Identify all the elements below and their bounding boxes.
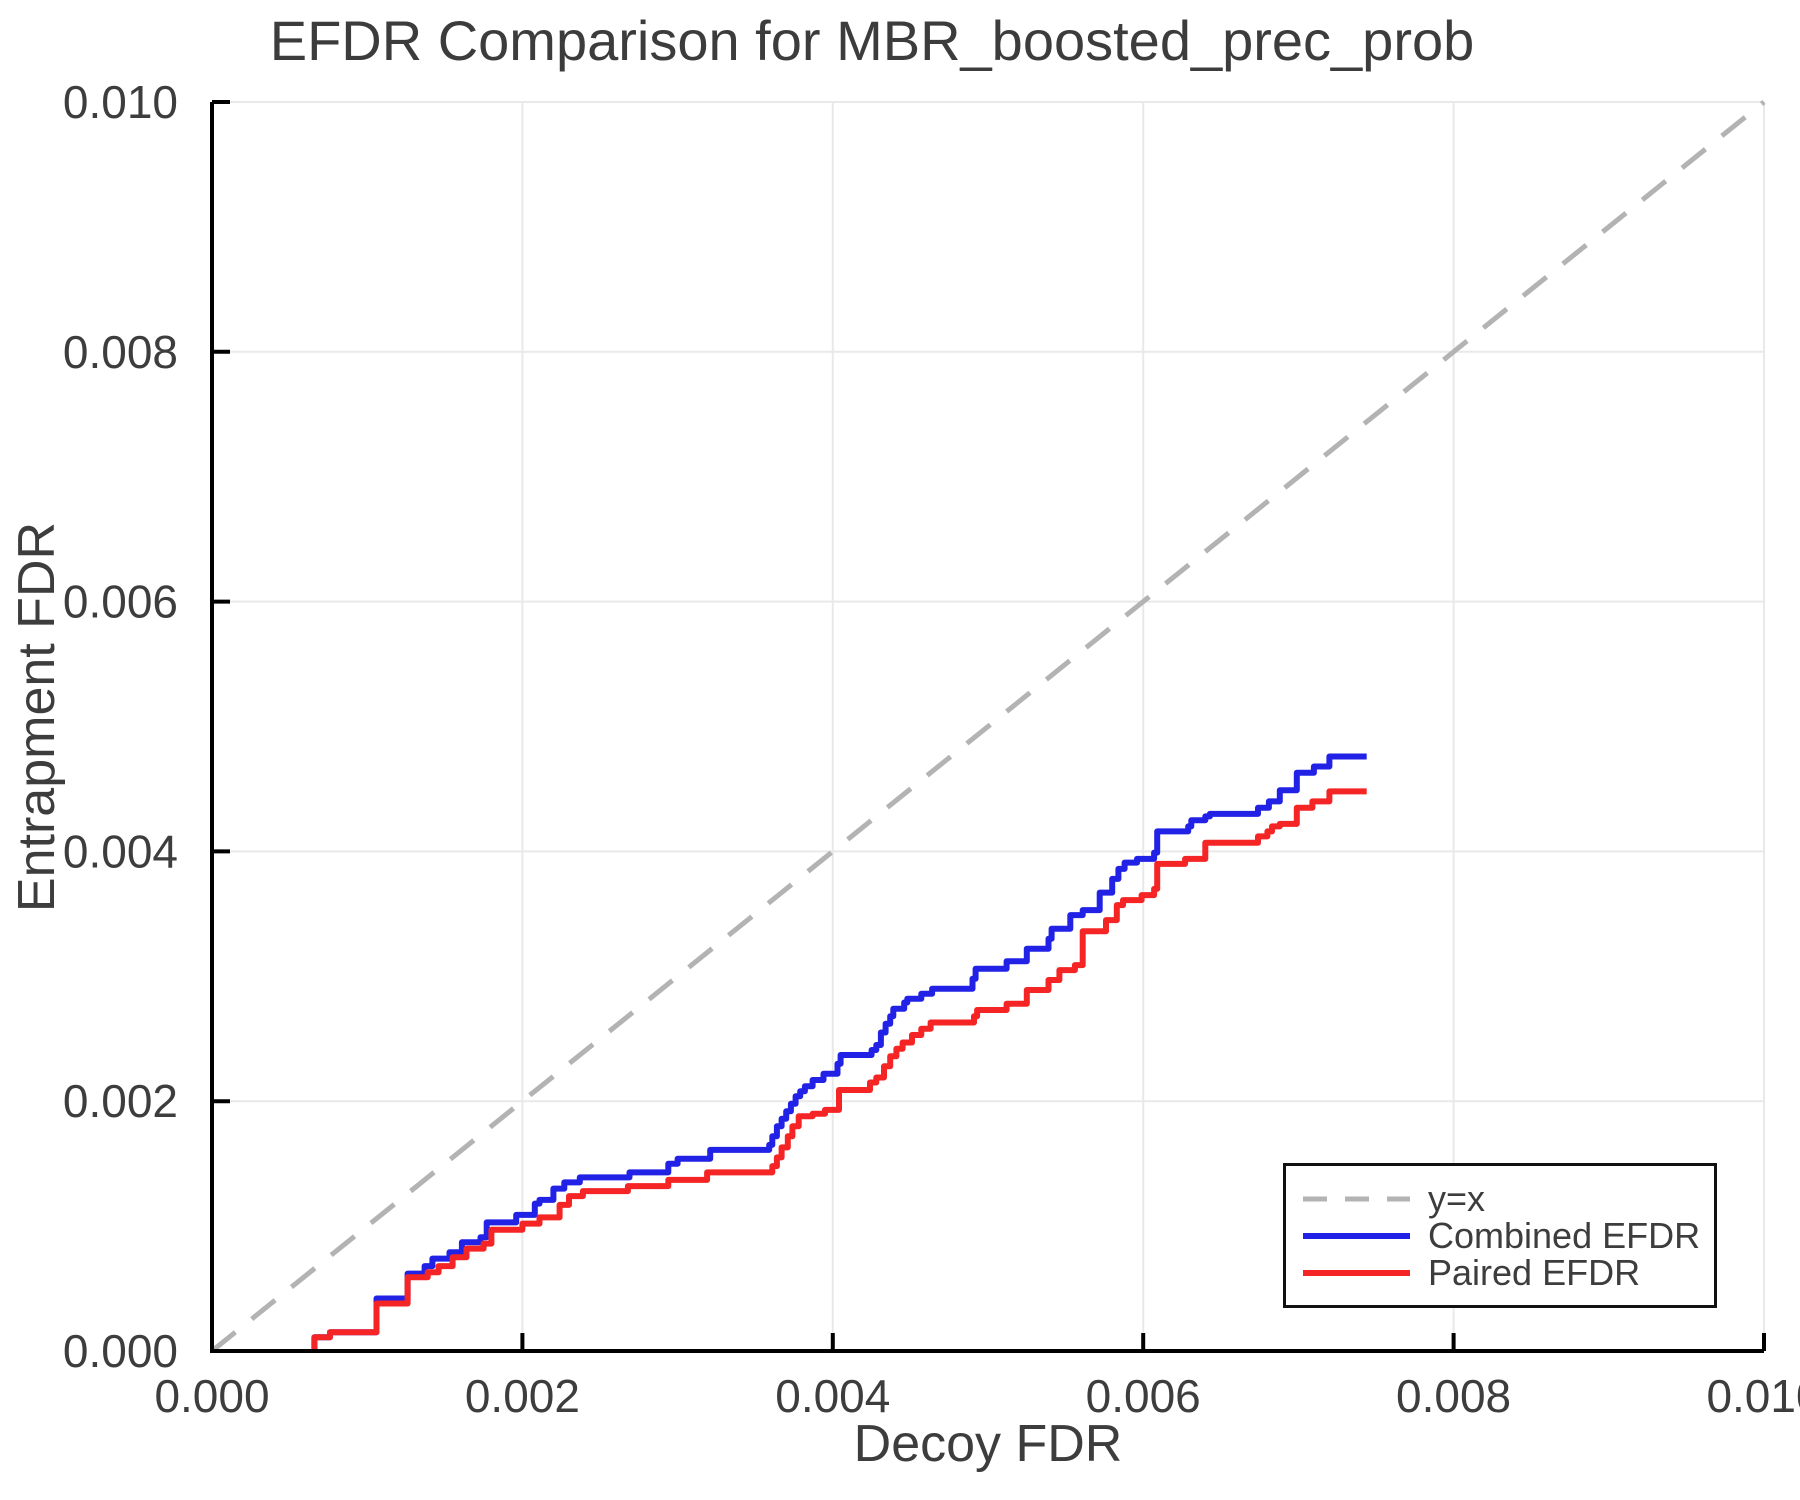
- legend: y=x Combined EFDR Paired EFDR: [1283, 1163, 1717, 1308]
- x-tick-label: 0.004: [775, 1370, 890, 1422]
- x-tick-label: 0.002: [465, 1370, 580, 1422]
- y-tick-label: 0.006: [63, 576, 178, 628]
- legend-item-paired: Paired EFDR: [1286, 1254, 1714, 1291]
- legend-label: Paired EFDR: [1428, 1252, 1641, 1293]
- y-tick-label: 0.004: [63, 825, 178, 877]
- chart-title: EFDR Comparison for MBR_boosted_prec_pro…: [269, 9, 1475, 72]
- x-axis-label: Decoy FDR: [853, 1415, 1123, 1473]
- legend-label: y=x: [1428, 1178, 1486, 1219]
- combined-efdr-line: [311, 753, 1367, 1351]
- y-tick-label: 0.010: [63, 76, 178, 128]
- x-tick-labels: 0.000 0.002 0.004 0.006 0.008 0.010: [154, 1370, 1800, 1422]
- y-tick-labels: 0.000 0.002 0.004 0.006 0.008 0.010: [63, 76, 178, 1377]
- legend-item-combined: Combined EFDR: [1286, 1217, 1714, 1254]
- y-tick-label: 0.008: [63, 326, 178, 378]
- legend-label: Combined EFDR: [1428, 1215, 1701, 1256]
- red-line-sample: [1303, 1269, 1410, 1276]
- y-tick-label: 0.002: [63, 1075, 178, 1127]
- y-tick-label: 0.000: [63, 1325, 178, 1377]
- x-tick-label: 0.010: [1706, 1370, 1800, 1422]
- dashed-line-sample: [1303, 1196, 1410, 1201]
- gridlines: [211, 101, 1765, 1352]
- axis-ticks: [210, 100, 1766, 1353]
- x-tick-label: 0.006: [1086, 1370, 1201, 1422]
- paired-efdr-line: [311, 788, 1367, 1351]
- x-tick-label: 0.008: [1396, 1370, 1511, 1422]
- y-axis-label: Entrapment FDR: [8, 521, 66, 913]
- legend-item-identity: y=x: [1286, 1180, 1714, 1217]
- x-tick-label: 0.000: [154, 1370, 269, 1422]
- axis-spines: [210, 102, 1764, 1353]
- combined-efdr-line: [311, 753, 1367, 1351]
- identity-line: [210, 100, 1766, 1353]
- y-x-line: [210, 100, 1766, 1353]
- blue-line-sample: [1303, 1232, 1410, 1239]
